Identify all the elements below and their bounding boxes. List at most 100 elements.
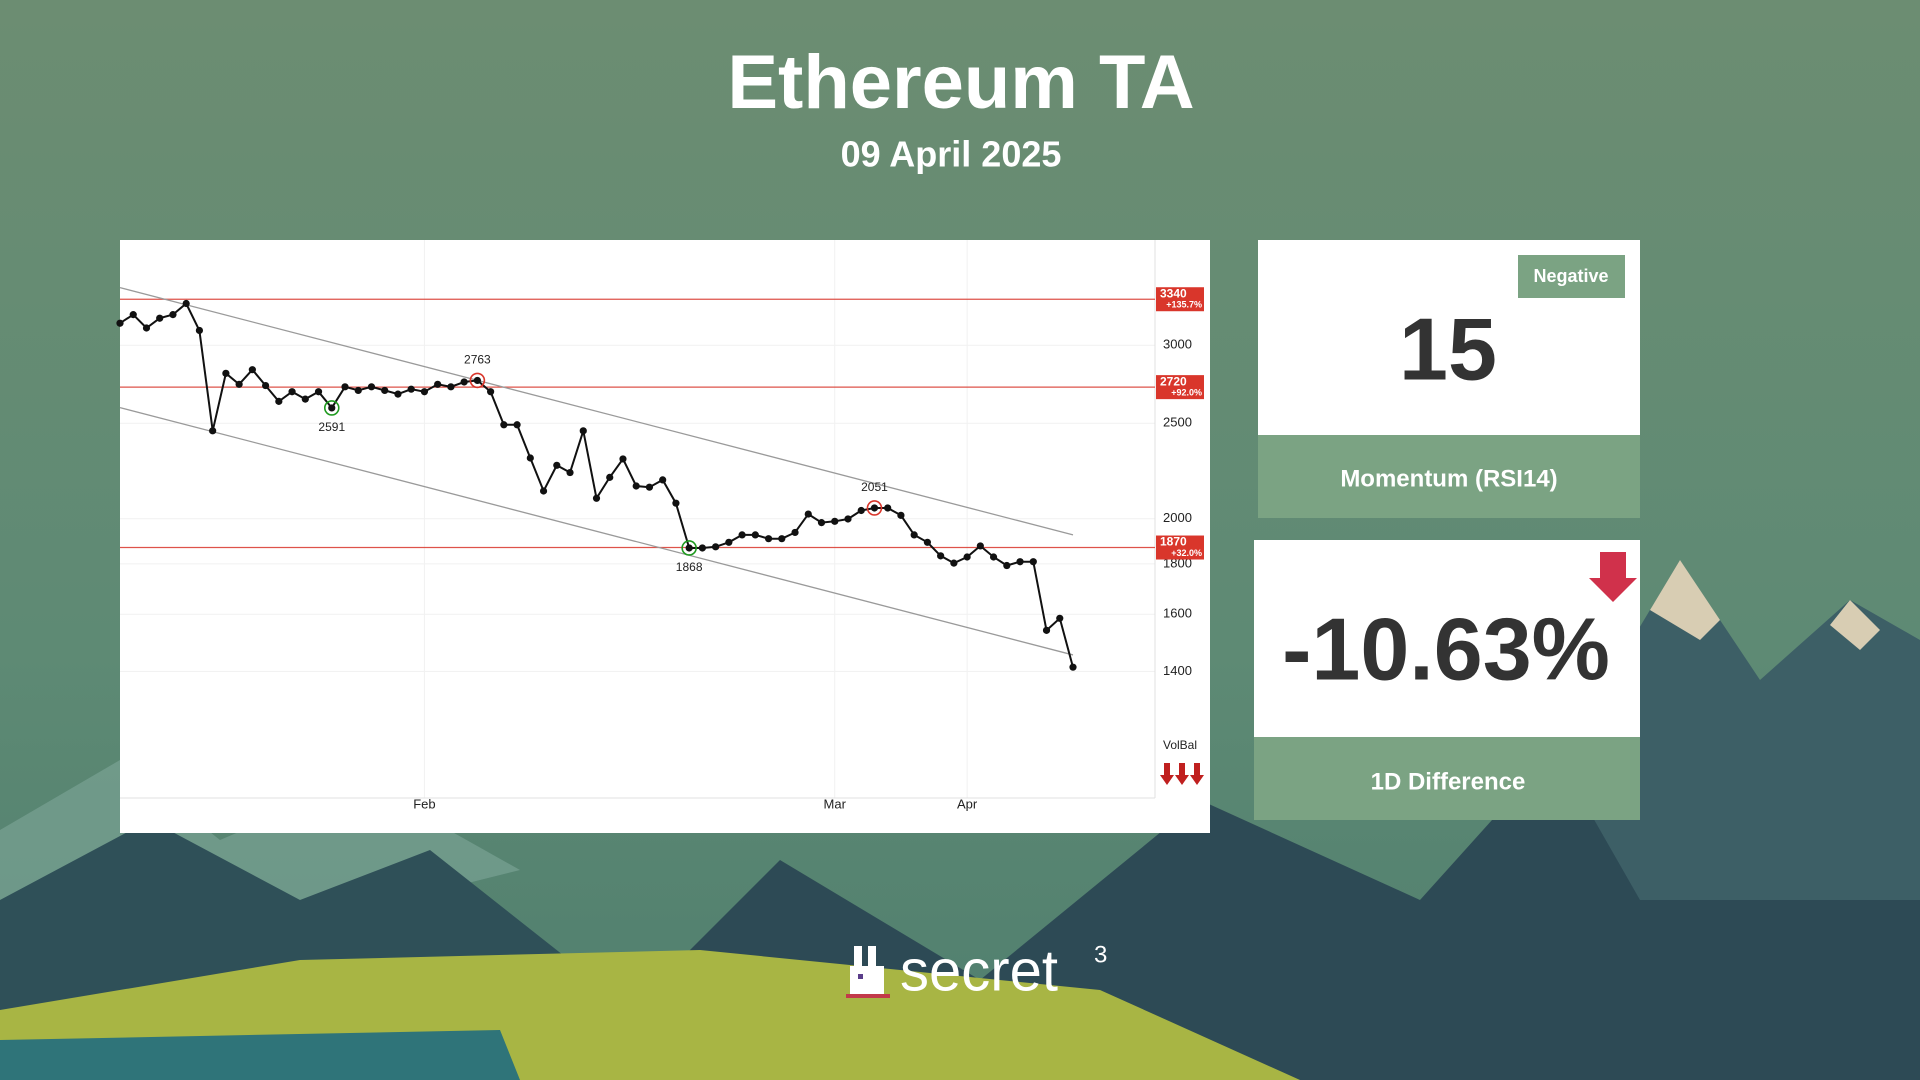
level-value: 2720 <box>1160 374 1187 388</box>
price-point <box>685 544 693 552</box>
price-point <box>460 378 468 386</box>
y-tick-label: 2000 <box>1163 510 1192 525</box>
brand: secret <box>900 938 1058 1003</box>
level-change: +32.0% <box>1171 548 1202 558</box>
price-point <box>844 515 852 523</box>
trend-line <box>119 406 1074 656</box>
price-point <box>566 468 574 477</box>
logo-icon <box>846 946 890 998</box>
price-point <box>751 531 759 539</box>
x-tick-label: Feb <box>413 796 435 811</box>
annotation-ring <box>323 400 340 416</box>
price-point <box>129 311 137 319</box>
price-point <box>195 326 204 335</box>
price-point <box>209 427 217 435</box>
price-point <box>950 559 958 567</box>
price-point <box>923 538 932 546</box>
rsi-card: Negative 15 Momentum (RSI14) <box>1258 240 1640 518</box>
price-point <box>328 404 336 412</box>
card-value: 15 <box>1399 299 1497 398</box>
price-point <box>222 369 230 377</box>
price-point <box>725 538 733 546</box>
price-point <box>619 455 627 463</box>
title: Ethereum TA <box>727 40 1194 125</box>
price-point <box>553 461 561 469</box>
badge-text: Negative <box>1533 266 1608 286</box>
down-arrow <box>1589 552 1637 602</box>
volume-label: VolBal <box>1163 738 1197 752</box>
date: 09 April 2025 <box>841 134 1062 175</box>
annotation-ring <box>681 540 697 556</box>
price-point <box>778 535 786 543</box>
price-point <box>301 395 309 403</box>
annotation-label: 2591 <box>318 420 345 434</box>
price-point <box>473 376 481 385</box>
price-point <box>606 473 614 481</box>
price-point <box>831 517 839 525</box>
price-point <box>963 553 971 561</box>
price-point <box>884 504 892 512</box>
price-point <box>354 386 362 395</box>
price-point <box>235 380 243 388</box>
price-point <box>1069 663 1077 671</box>
trend-line <box>119 286 1074 536</box>
price-point <box>672 499 680 507</box>
diff-card: -10.63% 1D Difference <box>1254 540 1640 820</box>
price-point <box>937 552 945 560</box>
price-point <box>804 510 812 518</box>
price-point <box>1016 558 1024 566</box>
price-point <box>314 388 323 396</box>
price-point <box>381 386 389 395</box>
annotation-ring <box>469 372 486 389</box>
price-point <box>579 427 587 435</box>
price-point <box>261 381 270 390</box>
level-tag <box>1156 287 1204 312</box>
price-point <box>156 314 164 322</box>
level-change: +92.0% <box>1171 388 1202 398</box>
price-point <box>367 383 376 391</box>
price-point <box>513 421 521 429</box>
price-point <box>659 476 667 484</box>
price-point <box>341 383 349 391</box>
chart-panel <box>120 240 1210 833</box>
price-point <box>142 324 151 332</box>
annotation-label: 2051 <box>861 480 888 494</box>
price-point <box>976 542 984 550</box>
price-point <box>989 553 998 561</box>
price-point <box>870 504 879 512</box>
x-tick-label: Mar <box>824 796 847 811</box>
y-tick-label: 2500 <box>1163 415 1192 430</box>
y-tick-label: 1600 <box>1163 606 1192 621</box>
price-point <box>248 366 256 374</box>
price-point <box>698 544 706 552</box>
price-point <box>791 528 799 537</box>
price-point <box>632 482 640 490</box>
card-footer <box>1258 435 1640 518</box>
volume-arrow <box>1175 763 1189 785</box>
price-point <box>487 388 495 396</box>
badge <box>1518 255 1625 298</box>
card-value: -10.63% <box>1282 599 1610 698</box>
price-point <box>1003 561 1011 570</box>
price-point <box>288 388 296 396</box>
logo: secret 3 <box>846 938 1107 1003</box>
price-point <box>857 506 865 515</box>
price-point <box>420 388 429 396</box>
level-change: +135.7% <box>1166 300 1202 310</box>
y-tick-label: 1400 <box>1163 663 1192 678</box>
price-point <box>447 383 455 391</box>
price-point <box>910 531 918 539</box>
price-point <box>1029 558 1037 566</box>
price-point <box>394 390 402 398</box>
level-tag <box>1156 535 1204 560</box>
price-point <box>712 543 720 551</box>
price-point <box>434 380 442 388</box>
card-label: 1D Difference <box>1371 768 1526 795</box>
brand-superscript: 3 <box>1094 941 1107 968</box>
price-point <box>738 531 746 539</box>
card-label: Momentum (RSI14) <box>1340 465 1557 492</box>
price-point <box>645 483 654 491</box>
level-value: 3340 <box>1160 286 1187 300</box>
